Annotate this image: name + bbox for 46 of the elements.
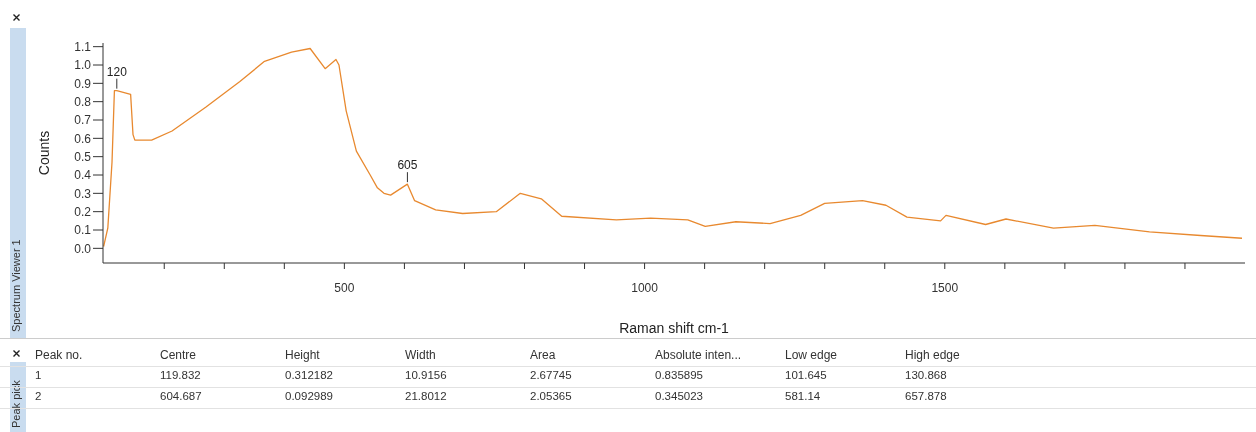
- text: Peak no.: [35, 348, 83, 362]
- text: 1: [35, 369, 42, 381]
- text: 2.05365: [530, 390, 572, 402]
- y-tick-label: 1.1: [74, 39, 92, 54]
- text: 130.868: [905, 369, 947, 381]
- y-axis-title: Counts: [35, 130, 52, 176]
- text: 604.687: [160, 390, 202, 402]
- text: Low edge: [785, 348, 838, 362]
- x-tick-label: 1000: [631, 280, 659, 295]
- text: 657.878: [905, 390, 947, 402]
- y-tick-label: 0.5: [74, 149, 92, 164]
- text: 581.14: [785, 390, 821, 402]
- text: 21.8012: [405, 390, 447, 402]
- annotation: 605: [397, 158, 418, 173]
- text: 2.67745: [530, 369, 572, 381]
- y-tick-label: 0.7: [74, 113, 92, 128]
- text: Peak pick: [10, 380, 22, 428]
- x-tick-label: 1500: [931, 280, 959, 295]
- annotation: 120: [106, 64, 128, 79]
- line-series: [103, 47, 1243, 248]
- text: 10.9156: [405, 369, 447, 381]
- text: 0.835895: [655, 369, 703, 381]
- y-tick-label: 0.4: [74, 168, 92, 183]
- text: 119.832: [160, 369, 201, 381]
- y-tick-label: 1.0: [74, 58, 92, 73]
- text: Centre: [160, 348, 197, 362]
- text: Width: [405, 348, 436, 362]
- text: 101.645: [785, 369, 827, 381]
- x-tick-label: 500: [334, 280, 355, 295]
- x-axis-title: Raman shift cm-1: [619, 320, 730, 336]
- text: Spectrum Viewer 1: [10, 239, 22, 332]
- text: 0.345023: [655, 390, 703, 402]
- text: 0.312182: [285, 369, 333, 381]
- y-tick-label: 0.6: [74, 131, 92, 146]
- text: 0.092989: [285, 390, 333, 402]
- y-tick-label: 0.9: [74, 76, 92, 91]
- y-tick-label: 0.3: [74, 186, 92, 201]
- y-tick-label: 0.8: [74, 94, 92, 109]
- text: Height: [285, 348, 320, 362]
- text: Area: [530, 348, 556, 362]
- text: 2: [35, 390, 42, 402]
- text: Absolute inten...: [655, 348, 742, 362]
- y-tick-label: 0.2: [74, 204, 92, 219]
- y-tick-label: 0.0: [74, 241, 92, 256]
- text: High edge: [905, 348, 960, 362]
- y-tick-label: 0.1: [74, 223, 92, 238]
